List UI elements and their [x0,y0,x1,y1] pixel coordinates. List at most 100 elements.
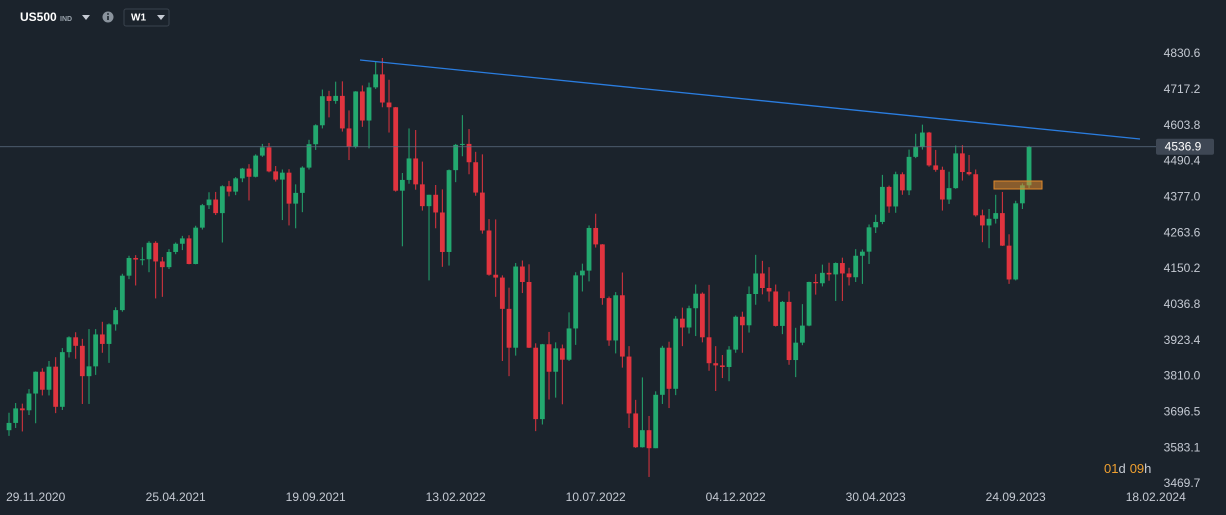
trend-line[interactable] [359,59,1141,140]
x-tick-label: 13.02.2022 [426,490,486,504]
candle-body [333,95,339,101]
y-tick-label: 4717.2 [1164,82,1201,96]
last-price-box [1156,138,1214,155]
y-tick-label: 4263.6 [1164,225,1201,239]
candle-body [499,277,505,309]
y-tick-label: 4036.8 [1164,297,1201,311]
countdown-hours-unit: h [1144,461,1151,476]
candle-body [773,291,779,326]
market: IND [60,16,72,23]
candle-body [53,366,59,407]
y-tick-label: 3696.5 [1164,405,1201,419]
candle-body [159,261,165,268]
candle-body [26,393,32,411]
candle-body [353,91,359,147]
x-tick-label: 25.04.2021 [146,490,206,504]
last-price-label: 4536.9 [1165,139,1202,153]
candle-body [826,272,832,275]
candle-body [586,227,592,271]
candle-body [346,128,352,147]
candle-body [493,274,499,278]
candle-body [13,408,19,423]
candle-body [106,324,112,344]
candle-body [33,371,39,394]
candle-body [79,345,85,377]
candle-body [659,347,665,395]
candle-body [419,184,425,207]
candle-body [613,295,619,341]
candle-body [839,263,845,274]
candle-body [619,295,625,357]
candle-body [633,413,639,448]
candle-body [339,95,345,129]
candle-body [199,205,205,228]
candle-body [1026,146,1032,186]
candle-body [526,281,532,348]
y-tick-label: 4603.8 [1164,118,1201,132]
y-tick-label: 3583.1 [1164,440,1201,454]
candle-body [39,371,45,390]
symbol-dropdown[interactable] [82,15,90,20]
candle-body [766,287,772,292]
candle-body [446,170,452,252]
candle-body [186,238,192,264]
candle-body [119,275,125,311]
candle-body [366,87,372,121]
candle-body [699,293,705,338]
candle-body [513,266,519,348]
candle-body [746,294,752,326]
candle-body [286,172,292,204]
candle-body [479,192,485,231]
candle-body [599,244,605,299]
candle-body [206,199,212,206]
candle-body [819,272,825,284]
x-tick-label: 24.09.2023 [986,490,1046,504]
countdown-days: 01 [1104,461,1118,476]
candle-body [486,230,492,275]
candle-body [899,174,905,191]
symbol[interactable]: US500 [20,10,57,24]
x-tick-label: 29.11.2020 [6,490,65,504]
x-tick-label: 19.09.2021 [286,490,346,504]
candle-body [386,102,392,108]
candle-body [426,194,432,207]
info-icon-glyph [107,16,109,20]
candle-body [1019,185,1025,204]
candle-body [559,348,565,360]
candle-body [306,144,312,168]
plot [6,57,1032,477]
candle-body [99,334,105,344]
candle-body [793,342,799,361]
candle-body [759,273,765,288]
candle-body [993,213,999,219]
x-tick-label: 10.07.2022 [566,490,626,504]
candle-body [786,301,792,361]
timeframe-select[interactable] [123,8,170,27]
candle-body [979,215,985,226]
candle-body [473,162,479,193]
candle-body [266,147,272,172]
candle-body [986,218,992,226]
y-tick-label: 4150.2 [1164,261,1201,275]
candle-body [606,298,612,341]
candle-body [413,158,419,185]
timeframe-dropdown [157,15,165,20]
candle-body [939,169,945,200]
candle-body [879,186,885,222]
candle-body [173,243,179,252]
candle-body [959,153,965,173]
candle-body [506,308,512,348]
candle-body [873,221,879,228]
candle-body [739,316,745,326]
candle-body [59,352,65,407]
candle-body [6,422,12,431]
candle-body [439,212,445,252]
candle-body [573,275,579,329]
candle-body [999,213,1005,246]
candle-body [546,344,552,372]
candle-body [146,242,152,260]
zone-rectangle[interactable] [993,180,1043,190]
candle-body [593,227,599,245]
